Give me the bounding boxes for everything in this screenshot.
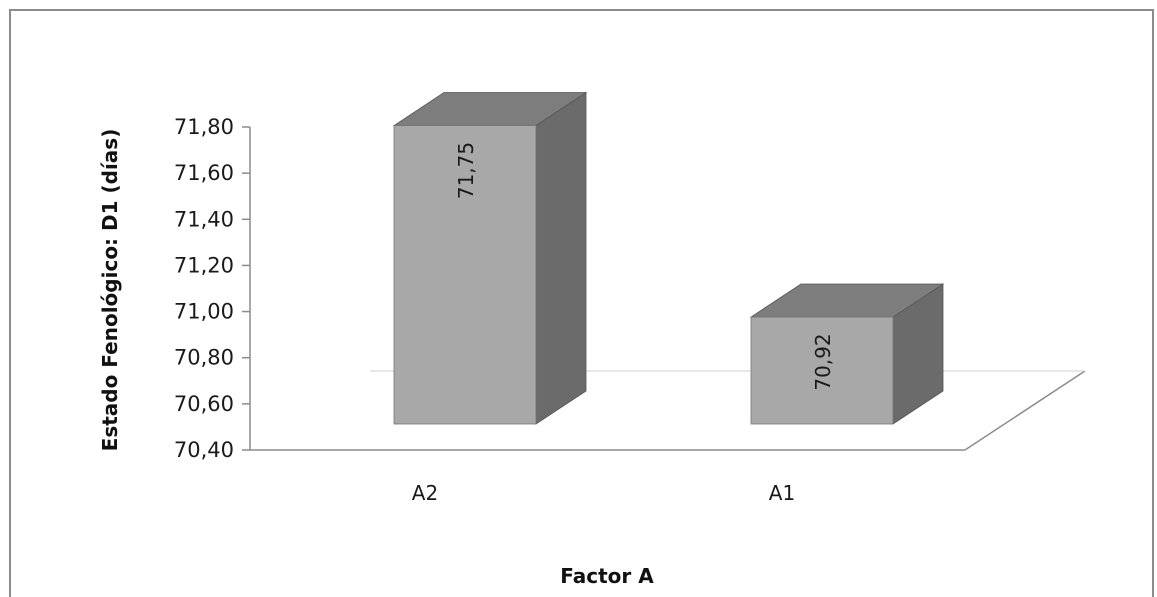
- chart-labels: 70,40 70,60 70,80 71,00 71,20 71,40 71,60 71,80…: [174, 115, 835, 505]
- chart-floor: [250, 370, 1086, 451]
- data-label: 70,92: [811, 333, 835, 390]
- y-tick-label: 71,60: [174, 161, 234, 185]
- x-tick-label: A1: [769, 481, 795, 505]
- y-tick-label: 70,80: [174, 346, 234, 370]
- y-tick-label: 71,80: [174, 115, 234, 139]
- floor-right-edge: [964, 370, 1086, 451]
- bar-side-face: [535, 91, 587, 425]
- bar-a1: [749, 283, 945, 425]
- x-tick-label: A2: [412, 481, 438, 505]
- y-axis-title: Estado Fenológico: D1 (días): [98, 129, 122, 452]
- bar-front-face: [750, 316, 894, 425]
- bar-a2: [392, 91, 588, 425]
- y-tick-label: 70,40: [174, 438, 234, 462]
- y-tick-label: 71,40: [174, 207, 234, 231]
- y-axis: [242, 126, 251, 451]
- x-axis-title: Factor A: [560, 564, 654, 588]
- y-tick-label: 71,20: [174, 253, 234, 277]
- y-tick-label: 70,60: [174, 392, 234, 416]
- y-tick-label: 71,00: [174, 300, 234, 324]
- data-label: 71,75: [454, 142, 478, 199]
- bars: [392, 91, 945, 425]
- bar-front-face: [393, 125, 537, 425]
